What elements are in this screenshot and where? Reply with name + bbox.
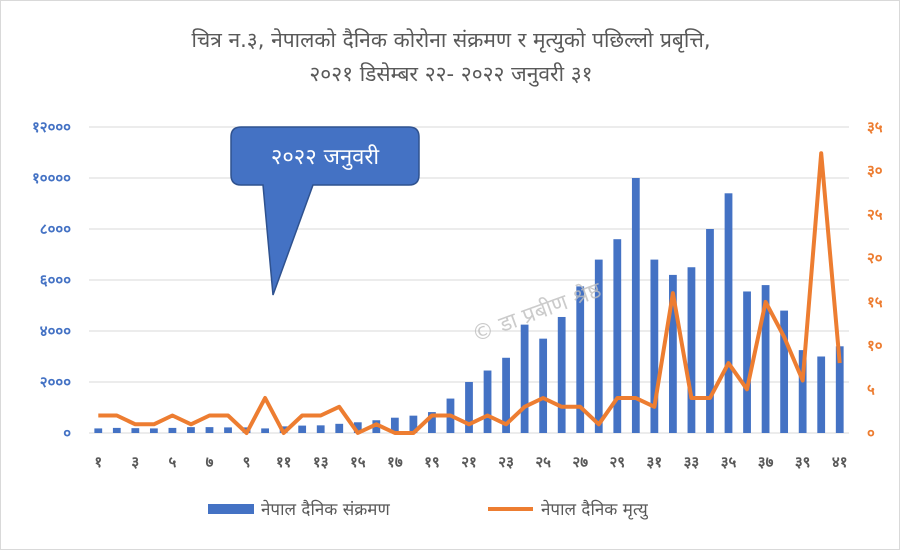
x-tick-label: ३	[131, 453, 139, 471]
bar-infections-day-6	[187, 427, 195, 433]
bar-infections-day-15	[353, 422, 362, 433]
bar-infections-day-38	[780, 310, 789, 433]
bar-infections-day-26	[557, 316, 566, 433]
bar-infections-day-7	[205, 427, 214, 433]
bar-infections-day-14	[335, 423, 344, 433]
bar-infections-day-4	[149, 428, 158, 433]
x-tick-label: ३९	[795, 453, 811, 471]
bar-infections-day-17	[390, 417, 399, 433]
watermark: © डा प्रबीण श्रेष्ठ	[468, 277, 605, 348]
bar-infections-day-25	[539, 338, 548, 433]
x-tick-label: ३१	[647, 453, 663, 471]
bars-series-infections	[94, 178, 844, 433]
right-tick-label: २०	[867, 249, 883, 267]
bar-infections-day-35	[724, 193, 733, 433]
bar-infections-day-29	[613, 239, 622, 433]
right-tick-label: १०	[867, 337, 883, 355]
bar-infections-day-13	[316, 425, 325, 433]
x-tick-label: ४१	[832, 453, 848, 471]
left-tick-label: २०००	[40, 373, 71, 391]
callout-shape	[230, 126, 420, 296]
bar-infections-day-31	[650, 259, 659, 433]
legend-swatch-infections	[208, 504, 254, 514]
callout-box: २०२२ जनुवरी	[230, 126, 420, 296]
chart-subtitle: २०२१ डिसेम्बर २२- २०२२ जनुवरी ३१	[309, 62, 592, 87]
bar-infections-day-40	[817, 356, 826, 433]
left-tick-label: १२०००	[32, 118, 71, 136]
right-axis-ticks: ० ५ १० १५ २० २५ ३० ३५	[867, 118, 883, 442]
x-tick-label: १५	[350, 453, 366, 471]
bar-infections-day-19	[428, 412, 436, 433]
x-tick-label: २९	[609, 453, 625, 471]
x-tick-label: २५	[535, 453, 551, 471]
right-tick-label: ३५	[867, 118, 883, 136]
gridlines	[89, 126, 849, 434]
callout-label: २०२२ जनुवरी	[271, 144, 380, 170]
left-axis-ticks: ० २००० ४००० ६००० ८००० १०००० १२०००	[32, 118, 71, 442]
left-tick-label: ०	[63, 424, 71, 442]
bar-infections-day-23	[502, 357, 510, 433]
x-tick-label: ३७	[758, 453, 774, 471]
x-tick-label: २३	[498, 453, 514, 471]
bar-infections-day-27	[576, 286, 585, 433]
legend-label-infections: नेपाल दैनिक संक्रमण	[261, 499, 390, 520]
bar-infections-day-37	[761, 285, 770, 433]
bar-infections-day-33	[687, 267, 696, 433]
x-tick-label: १७	[387, 453, 403, 471]
line-deaths	[98, 151, 842, 435]
bar-infections-day-41	[835, 346, 844, 433]
x-axis-ticks: १ ३ ५ ७ ९ ११ १३ १५ १७ १९ २१ २३ २५ २७ २९ ३१ ३३ ३५ ३७ ३९ ४१	[94, 453, 847, 471]
bar-infections-day-16	[372, 420, 381, 433]
bar-infections-day-1	[94, 428, 103, 433]
left-tick-label: ६०००	[40, 271, 71, 289]
bar-infections-day-5	[168, 427, 177, 433]
legend-label-deaths: नेपाल दैनिक मृत्यु	[541, 499, 649, 520]
x-tick-label: २१	[461, 453, 477, 471]
x-tick-label: ३३	[684, 453, 700, 471]
x-tick-label: ९	[243, 453, 251, 471]
bar-infections-day-2	[112, 427, 121, 433]
x-tick-label: १	[94, 453, 102, 471]
right-tick-label: ३०	[867, 162, 883, 180]
x-tick-label: ५	[169, 453, 177, 471]
bar-infections-day-21	[465, 382, 473, 433]
bar-infections-day-8	[224, 427, 232, 433]
right-tick-label: ०	[867, 424, 875, 442]
x-tick-label: १९	[424, 453, 440, 471]
bar-infections-day-39	[798, 350, 807, 433]
x-tick-label: १३	[313, 453, 329, 471]
right-tick-label: ५	[867, 380, 875, 398]
x-tick-label: २७	[572, 453, 588, 471]
bar-infections-day-3	[131, 428, 140, 433]
bar-infections-day-28	[594, 259, 603, 433]
bar-infections-day-10	[261, 428, 269, 433]
bar-infections-day-36	[743, 291, 751, 433]
chart-title: चित्र न.३, नेपालको दैनिक कोरोना संक्रमण …	[191, 28, 710, 53]
bar-infections-day-24	[520, 324, 529, 433]
line-series-deaths	[98, 151, 842, 435]
x-tick-label: ३५	[721, 453, 737, 471]
legend: नेपाल दैनिक संक्रमण नेपाल दैनिक मृत्यु	[208, 499, 649, 520]
x-tick-label: ११	[276, 453, 292, 471]
bar-infections-day-18	[409, 415, 418, 433]
bar-infections-day-32	[669, 274, 677, 433]
left-tick-label: ४०००	[40, 322, 71, 340]
right-tick-label: १५	[867, 293, 883, 311]
bar-infections-day-34	[706, 229, 714, 433]
bar-infections-day-22	[483, 370, 492, 433]
left-tick-label: ८०००	[40, 220, 71, 238]
left-tick-label: १००००	[32, 169, 71, 187]
right-tick-label: २५	[867, 205, 883, 223]
x-tick-label: ७	[206, 453, 214, 471]
bar-infections-day-12	[298, 425, 307, 433]
bar-infections-day-30	[631, 178, 640, 433]
